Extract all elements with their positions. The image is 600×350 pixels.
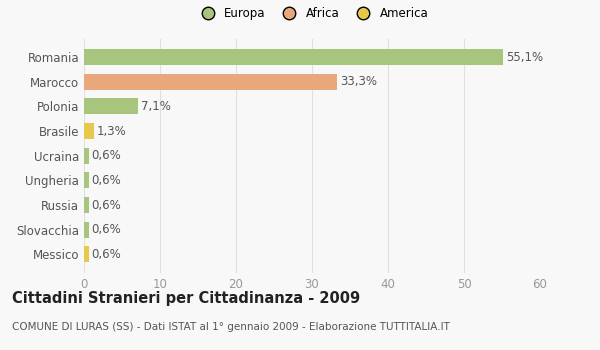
Bar	[84, 246, 89, 262]
Text: 0,6%: 0,6%	[92, 198, 121, 211]
Bar	[84, 222, 89, 238]
Bar	[84, 148, 89, 164]
Legend: Europa, Africa, America: Europa, Africa, America	[191, 2, 433, 25]
Text: 1,3%: 1,3%	[97, 125, 127, 138]
Bar	[84, 98, 138, 114]
Text: 0,6%: 0,6%	[92, 149, 121, 162]
Text: Cittadini Stranieri per Cittadinanza - 2009: Cittadini Stranieri per Cittadinanza - 2…	[12, 290, 360, 306]
Text: 33,3%: 33,3%	[340, 75, 377, 88]
Text: 55,1%: 55,1%	[506, 51, 543, 64]
Bar	[84, 173, 89, 188]
Text: 0,6%: 0,6%	[92, 223, 121, 236]
Text: 0,6%: 0,6%	[92, 174, 121, 187]
Text: 7,1%: 7,1%	[141, 100, 171, 113]
Bar	[84, 49, 503, 65]
Bar	[84, 197, 89, 213]
Text: COMUNE DI LURAS (SS) - Dati ISTAT al 1° gennaio 2009 - Elaborazione TUTTITALIA.I: COMUNE DI LURAS (SS) - Dati ISTAT al 1° …	[12, 322, 450, 332]
Bar	[84, 74, 337, 90]
Bar	[84, 123, 94, 139]
Text: 0,6%: 0,6%	[92, 248, 121, 261]
